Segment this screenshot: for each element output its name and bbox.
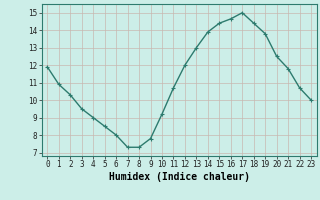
- X-axis label: Humidex (Indice chaleur): Humidex (Indice chaleur): [109, 172, 250, 182]
